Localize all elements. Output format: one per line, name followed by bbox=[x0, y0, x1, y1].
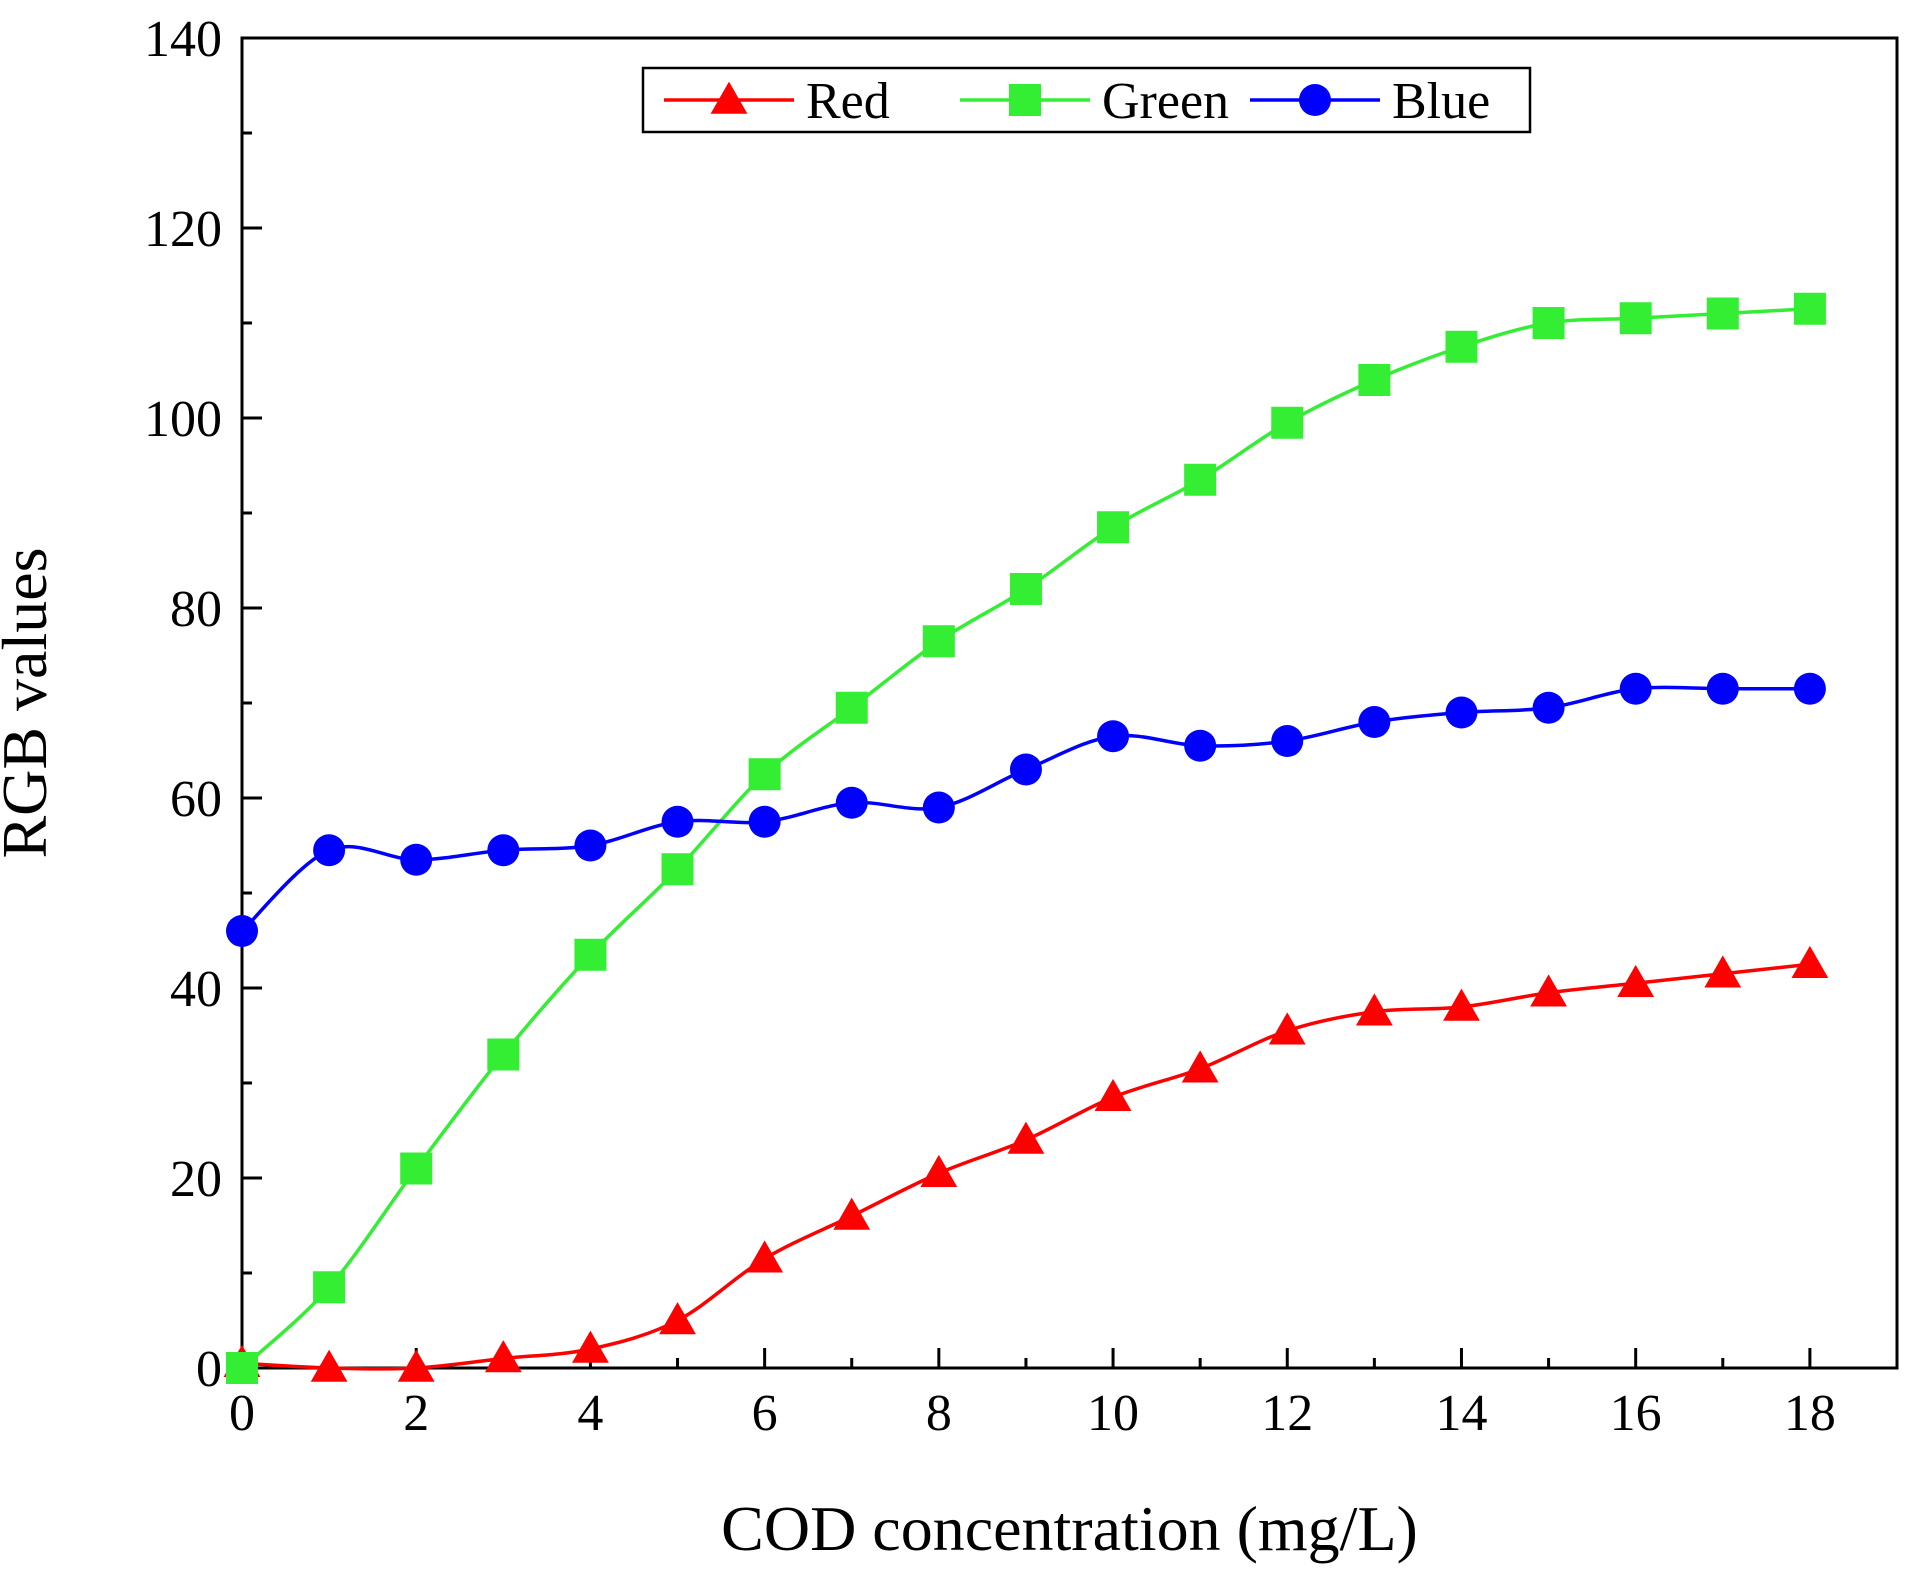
data-point-blue bbox=[1271, 725, 1304, 757]
series-line-blue bbox=[240, 685, 1810, 933]
data-point-blue bbox=[313, 834, 346, 867]
data-point-green bbox=[1358, 364, 1391, 396]
x-tick-label: 14 bbox=[1435, 1385, 1487, 1442]
y-tick-label: 140 bbox=[144, 11, 222, 68]
data-point-red bbox=[920, 1154, 958, 1188]
series-line-green bbox=[240, 307, 1810, 1370]
legend-marker-green bbox=[1009, 84, 1041, 116]
data-point-blue bbox=[1009, 753, 1042, 786]
data-point-blue bbox=[1358, 706, 1391, 738]
data-point-blue bbox=[1184, 729, 1217, 762]
x-tick-label: 10 bbox=[1087, 1385, 1139, 1442]
data-point-red bbox=[1443, 988, 1480, 1021]
data-point-green bbox=[400, 1152, 433, 1185]
data-point-red bbox=[1181, 1050, 1219, 1083]
x-tick-label: 16 bbox=[1610, 1385, 1662, 1442]
data-point-blue bbox=[1706, 672, 1739, 705]
legend-label-red: Red bbox=[806, 73, 890, 130]
data-point-red bbox=[1530, 974, 1567, 1007]
y-tick-label: 100 bbox=[144, 391, 222, 448]
data-point-red bbox=[1094, 1078, 1132, 1112]
data-point-red bbox=[572, 1330, 609, 1363]
x-tick-label: 6 bbox=[752, 1385, 778, 1442]
data-point-blue bbox=[574, 829, 607, 862]
y-tick-label: 0 bbox=[196, 1341, 222, 1398]
data-point-green bbox=[748, 758, 781, 791]
x-tick-label: 4 bbox=[577, 1385, 603, 1442]
data-point-red bbox=[1704, 955, 1742, 988]
data-point-red bbox=[310, 1349, 348, 1382]
x-tick-label: 12 bbox=[1261, 1385, 1313, 1442]
y-tick-label: 20 bbox=[170, 1151, 222, 1208]
data-point-blue bbox=[400, 843, 433, 876]
data-point-green bbox=[574, 938, 607, 971]
data-point-blue bbox=[1793, 672, 1826, 705]
y-tick-label: 40 bbox=[170, 961, 222, 1018]
data-point-green bbox=[1097, 511, 1130, 544]
y-tick-label: 60 bbox=[170, 771, 222, 828]
data-point-red bbox=[1355, 993, 1393, 1026]
data-point-green bbox=[922, 625, 955, 658]
data-point-blue bbox=[226, 915, 258, 947]
data-point-green bbox=[1706, 297, 1739, 330]
series-lines bbox=[240, 307, 1811, 1371]
axes-layer: 0 2 4 6 8 10 12 14 16 18 0 20 40 60 80 100 120 140 bbox=[144, 11, 1899, 1442]
data-point-green bbox=[226, 1352, 258, 1384]
data-point-red bbox=[1791, 945, 1829, 979]
data-point-green bbox=[1793, 292, 1826, 325]
x-tick-label: 0 bbox=[229, 1385, 255, 1442]
data-point-red bbox=[659, 1302, 696, 1335]
data-point-blue bbox=[922, 791, 955, 824]
data-point-green bbox=[313, 1271, 346, 1304]
legend-marker-red bbox=[710, 81, 748, 114]
x-tick-label: 18 bbox=[1784, 1385, 1836, 1442]
x-tick-label: 8 bbox=[926, 1385, 952, 1442]
data-point-green bbox=[1619, 302, 1652, 335]
y-tick-label: 80 bbox=[170, 581, 222, 638]
series-markers bbox=[223, 292, 1829, 1384]
data-point-blue bbox=[487, 834, 520, 867]
x-axis-title: COD concentration (mg/L) bbox=[721, 1493, 1418, 1564]
data-point-red bbox=[1007, 1121, 1045, 1154]
legend-marker-blue bbox=[1299, 84, 1331, 116]
data-point-blue bbox=[748, 805, 781, 838]
data-point-green bbox=[1532, 307, 1565, 339]
data-point-red bbox=[484, 1340, 522, 1373]
data-point-blue bbox=[661, 805, 694, 838]
data-point-green bbox=[1445, 330, 1478, 363]
data-point-red bbox=[397, 1349, 435, 1382]
data-point-green bbox=[661, 853, 694, 886]
data-point-blue bbox=[1445, 696, 1478, 729]
data-point-green bbox=[1009, 573, 1042, 605]
legend-label-green: Green bbox=[1102, 73, 1229, 130]
series-line-red bbox=[241, 962, 1811, 1371]
data-point-red bbox=[833, 1197, 871, 1230]
data-point-blue bbox=[1619, 672, 1652, 705]
data-point-green bbox=[487, 1038, 520, 1071]
data-point-green bbox=[1184, 463, 1217, 496]
legend-label-blue: Blue bbox=[1392, 73, 1490, 130]
data-point-blue bbox=[835, 786, 868, 819]
y-tick-label: 120 bbox=[144, 201, 222, 258]
y-axis-title: RGB values bbox=[0, 547, 60, 858]
data-point-green bbox=[1271, 406, 1304, 439]
data-point-green bbox=[835, 691, 868, 724]
data-point-red bbox=[1617, 964, 1655, 998]
data-point-blue bbox=[1097, 720, 1130, 753]
x-tick-label: 2 bbox=[403, 1385, 429, 1442]
data-point-red bbox=[1268, 1012, 1306, 1045]
data-point-blue bbox=[1532, 691, 1565, 724]
plot-frame bbox=[240, 36, 1899, 1370]
data-point-red bbox=[746, 1240, 784, 1273]
legend: Red Green Blue bbox=[641, 66, 1532, 134]
